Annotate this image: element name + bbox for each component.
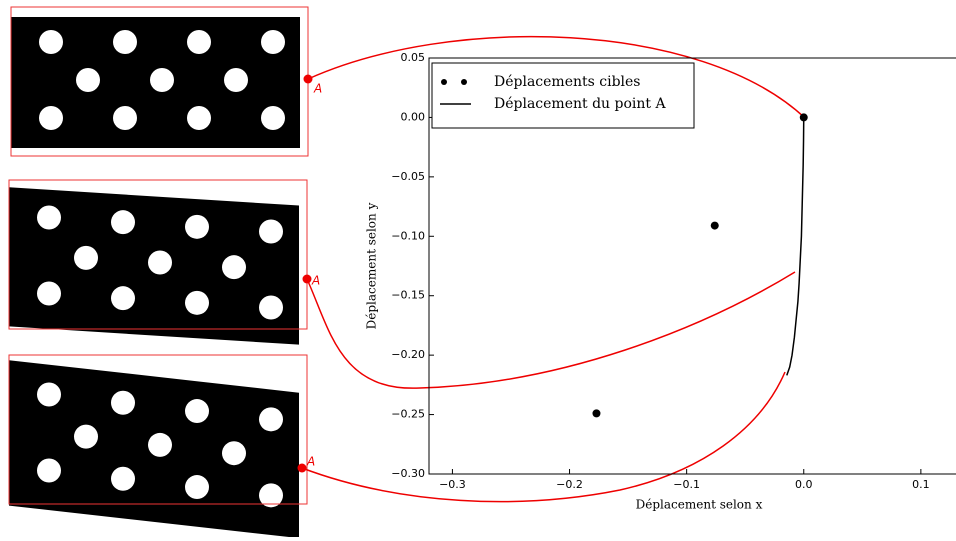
hole: [113, 106, 137, 130]
hole: [39, 106, 63, 130]
hole: [113, 30, 137, 54]
hole: [37, 458, 61, 483]
arrow: [307, 35, 806, 119]
hole: [222, 441, 246, 466]
hole: [148, 432, 172, 457]
panel-frame: [8, 354, 308, 505]
hole: [259, 407, 283, 432]
hole: [261, 30, 285, 54]
x-tick-label: 0.0: [795, 478, 813, 491]
series-line: [786, 117, 805, 376]
legend-marker: [461, 79, 467, 85]
y-tick-label: −0.25: [391, 408, 425, 421]
legend-label: Déplacements cibles: [494, 74, 641, 90]
legend-label: Déplacement du point A: [494, 96, 666, 112]
point-a: [297, 463, 307, 473]
x-tick-label: −0.1: [673, 478, 700, 491]
hole: [111, 466, 135, 491]
arrow: [306, 271, 796, 389]
hole: [74, 245, 98, 270]
point-label: A: [306, 455, 315, 469]
y-tick-label: 0.05: [401, 51, 426, 64]
hole: [222, 255, 246, 280]
arrow: [301, 371, 786, 503]
x-tick-label: 0.1: [912, 478, 930, 491]
target-point: [710, 221, 719, 230]
hole: [76, 68, 100, 92]
x-tick-label: −0.2: [556, 478, 583, 491]
legend-frame: [431, 62, 695, 129]
hole: [259, 295, 283, 320]
y-tick-label: −0.20: [391, 348, 425, 361]
hole: [185, 214, 209, 239]
hole: [74, 424, 98, 449]
hole: [111, 390, 135, 415]
hole: [150, 68, 174, 92]
y-tick-label: −0.05: [391, 170, 425, 183]
legend: Déplacements cibles Déplacement du point …: [431, 62, 695, 129]
plot-frame: [428, 57, 956, 475]
hole: [185, 475, 209, 500]
y-axis-label: Déplacement selon y: [365, 202, 379, 329]
hole: [37, 281, 61, 306]
hole: [111, 286, 135, 311]
hole: [259, 219, 283, 244]
point-label: A: [311, 274, 320, 288]
hole: [37, 205, 61, 230]
point-a: [303, 74, 313, 84]
hole: [185, 399, 209, 424]
hole: [224, 68, 248, 92]
hole: [261, 106, 285, 130]
y-tick-label: 0.00: [401, 110, 426, 123]
y-tick-label: −0.30: [391, 467, 425, 480]
hole: [185, 290, 209, 315]
point-a: [302, 274, 312, 284]
x-tick-label: −0.3: [439, 478, 466, 491]
hole: [187, 106, 211, 130]
hole: [39, 30, 63, 54]
hole: [187, 30, 211, 54]
target-point: [592, 409, 601, 418]
y-tick-label: −0.15: [391, 289, 425, 302]
y-tick-label: −0.10: [391, 229, 425, 242]
hole: [111, 210, 135, 235]
hole: [259, 483, 283, 508]
x-axis-label: Déplacement selon x: [636, 498, 763, 512]
legend-marker: [441, 79, 447, 85]
panel-frame: [8, 179, 308, 330]
shape-panels: [8, 6, 309, 539]
point-label: A: [313, 82, 322, 96]
hole: [37, 382, 61, 407]
hole: [148, 250, 172, 275]
